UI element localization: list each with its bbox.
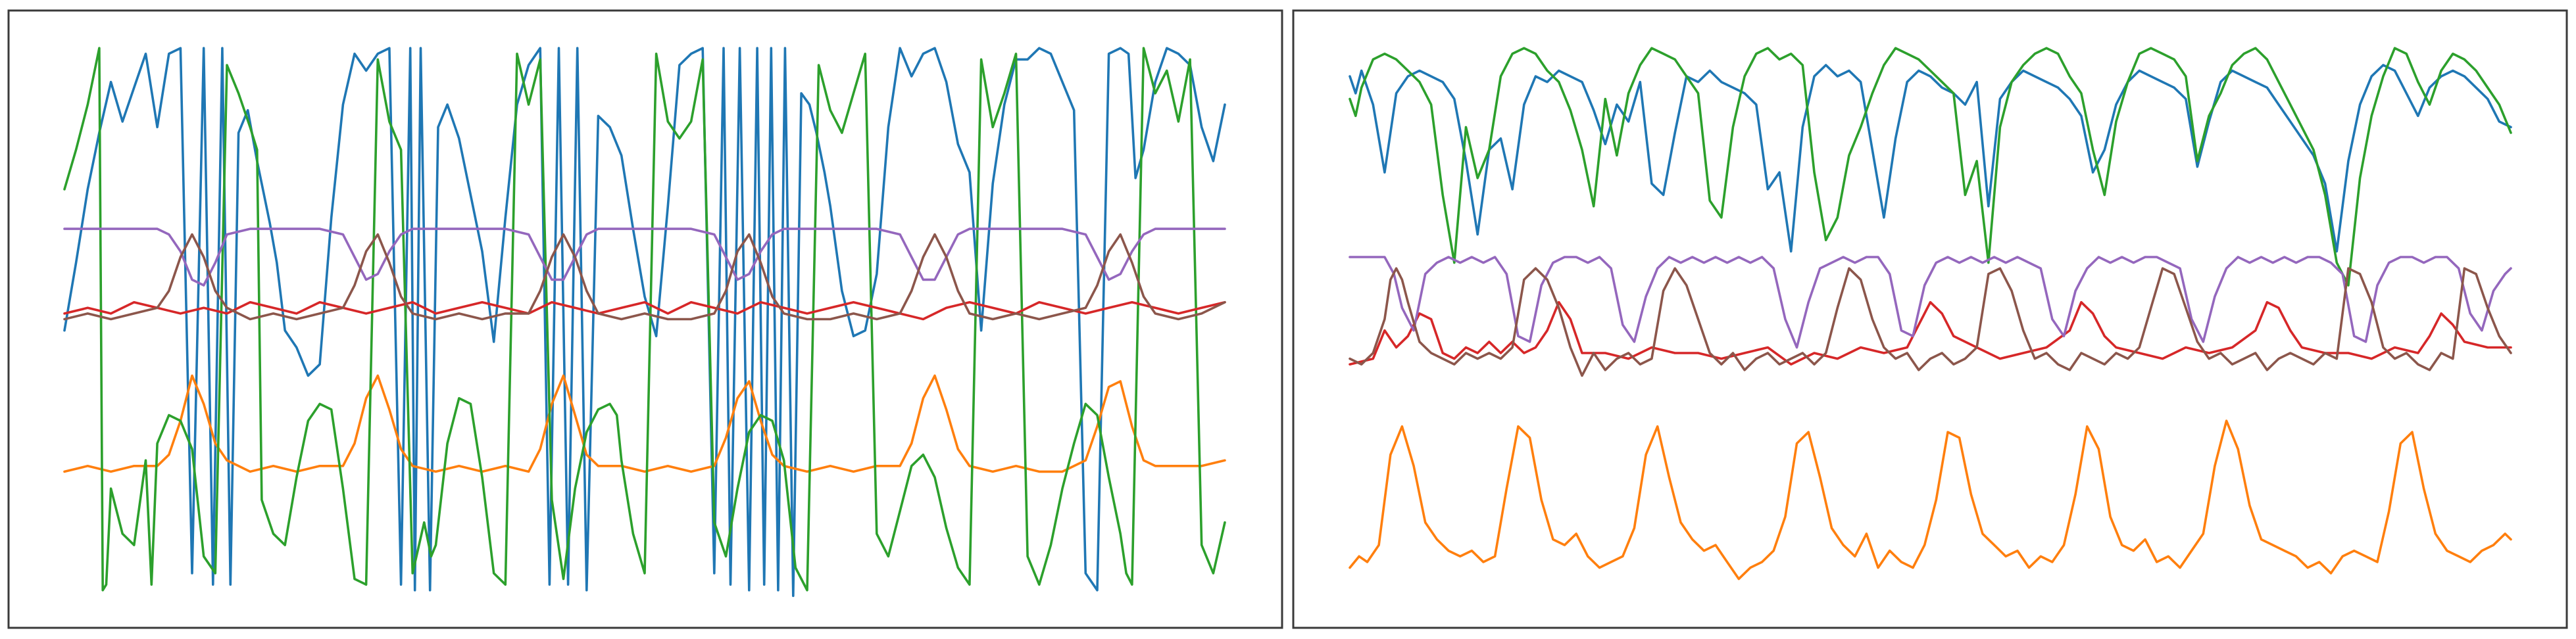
left-chart-panel <box>7 9 1283 629</box>
left-panel-series-group <box>63 47 1226 598</box>
right-series-line-green <box>1349 47 2512 287</box>
left-series-line-blue <box>63 47 1226 598</box>
right-series-line-blue <box>1349 64 2512 253</box>
right-series-line-brown <box>1349 267 2512 377</box>
right-panel-frame <box>1292 9 2568 629</box>
right-series-line-purple <box>1349 256 2512 349</box>
left-series-line-purple <box>63 227 1226 287</box>
left-series-line-red <box>63 300 1226 321</box>
right-series-line-orange <box>1349 419 2512 580</box>
left-series-line-green <box>63 47 1226 592</box>
left-series-line-brown <box>63 233 1226 321</box>
right-chart-panel <box>1292 9 2568 629</box>
left-panel-frame <box>7 9 1283 629</box>
right-panel-series-group <box>1349 47 2512 580</box>
left-series-line-orange <box>63 374 1226 473</box>
